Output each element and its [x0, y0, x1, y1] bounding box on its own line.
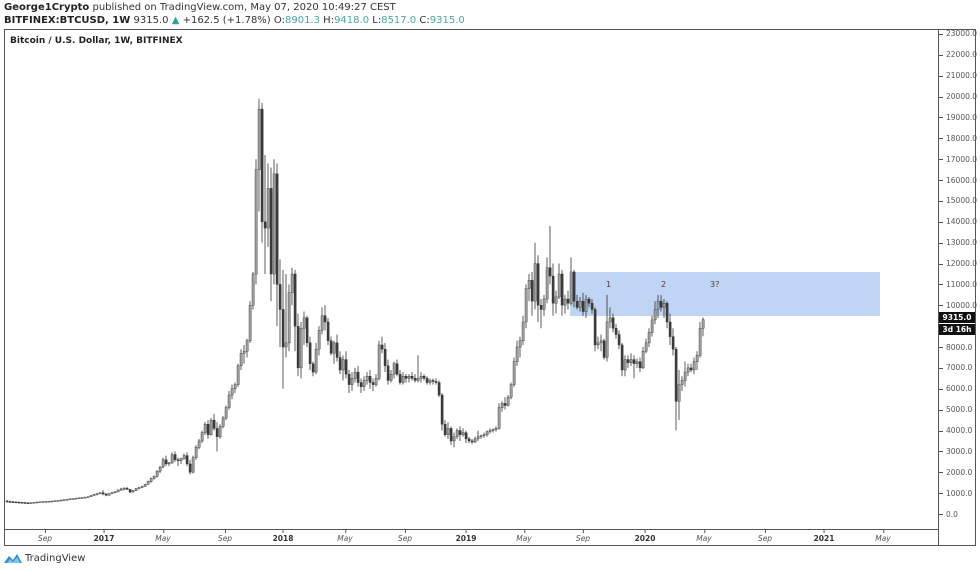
price-tick: 6000.0 — [939, 384, 972, 393]
time-tick-2017: 2017 — [93, 530, 115, 543]
time-tick-may: May — [155, 530, 171, 543]
zone-label-3: 3? — [710, 280, 720, 290]
price-tick: 16000.0 — [939, 176, 977, 185]
price-tick: 1000.0 — [939, 489, 972, 498]
chart-plot-area[interactable] — [4, 29, 938, 529]
price-axis[interactable]: 0.0 1000.0 2000.0 3000.0 4000.0 5000.0 6000.0 7… — [938, 29, 977, 546]
time-tick-sep: Sep — [757, 530, 773, 543]
price-tick: 17000.0 — [939, 155, 977, 164]
price-tick: 5000.0 — [939, 405, 972, 414]
time-axis[interactable]: Sep 2017 May Sep 2018 May Sep 2019 May Sep 2020 May… — [4, 529, 938, 546]
triangle-up-icon: ▲ — [171, 15, 180, 26]
price-tick: 11000.0 — [939, 280, 977, 289]
price-tick: 20000.0 — [939, 92, 977, 101]
time-tick-may: May — [696, 530, 712, 543]
open-value: 8901.3 — [284, 15, 320, 26]
price-tick: 21000.0 — [939, 71, 977, 80]
time-tick-may: May — [337, 530, 353, 543]
chart-title: Bitcoin / U.S. Dollar, 1W, BITFINEX — [10, 36, 183, 46]
published-text: published on TradingView.com, May 07, 20… — [92, 2, 396, 13]
tradingview-brand[interactable]: TradingView — [4, 553, 85, 564]
brand-name: TradingView — [25, 553, 86, 564]
price-tick: 3000.0 — [939, 447, 972, 456]
price-tick: 23000.0 — [939, 29, 977, 38]
low-value: 8517.0 — [381, 15, 417, 26]
candlestick-series — [5, 98, 705, 504]
time-tick-2020: 2020 — [634, 530, 656, 543]
time-tick-may: May — [875, 530, 891, 543]
countdown-label: 3d 16h — [939, 324, 975, 335]
current-price-label: 9315.0 — [939, 312, 975, 323]
time-tick-sep: Sep — [397, 530, 413, 543]
price-tick: 7000.0 — [939, 363, 972, 372]
price-tick: 19000.0 — [939, 113, 977, 122]
time-tick-sep: Sep — [217, 530, 233, 543]
time-tick-sep: Sep — [575, 530, 591, 543]
price-tick: 14000.0 — [939, 217, 977, 226]
zone-label-2: 2 — [661, 280, 667, 290]
close-value: 9315.0 — [429, 15, 465, 26]
price-tick: 12000.0 — [939, 259, 977, 268]
time-tick-2019: 2019 — [455, 530, 477, 543]
price-tick: 2000.0 — [939, 468, 972, 477]
price-change: +162.5 (+1.78%) — [182, 15, 271, 26]
publish-info: George1Crypto published on TradingView.c… — [4, 2, 396, 13]
price-tick: 4000.0 — [939, 426, 972, 435]
close-label: C: — [419, 15, 430, 26]
symbol-label: BITFINEX:BTCUSD, 1W — [4, 15, 131, 26]
time-tick-2018: 2018 — [272, 530, 294, 543]
price-tick: 10000.0 — [939, 301, 977, 310]
time-tick-2021: 2021 — [813, 530, 835, 543]
open-label: O: — [273, 15, 285, 26]
zone-label-1: 1 — [606, 280, 612, 290]
symbol-info: BITFINEX:BTCUSD, 1W 9315.0 ▲ +162.5 (+1.… — [4, 15, 465, 26]
tradingview-logo-icon — [4, 554, 22, 563]
price-tick: 18000.0 — [939, 134, 977, 143]
time-tick-may: May — [516, 530, 532, 543]
low-label: L: — [372, 15, 382, 26]
price-tick: 22000.0 — [939, 50, 977, 59]
resistance-zone-rectangle[interactable] — [570, 271, 880, 316]
last-price: 9315.0 — [133, 15, 169, 26]
price-tick: 13000.0 — [939, 238, 977, 247]
price-tick: 15000.0 — [939, 196, 977, 205]
high-label: H: — [323, 15, 335, 26]
price-tick: 8000.0 — [939, 343, 972, 352]
price-tick: 0.0 — [939, 510, 958, 519]
author-name[interactable]: George1Crypto — [4, 2, 90, 13]
time-tick-sep: Sep — [37, 530, 53, 543]
high-value: 9418.0 — [334, 15, 370, 26]
